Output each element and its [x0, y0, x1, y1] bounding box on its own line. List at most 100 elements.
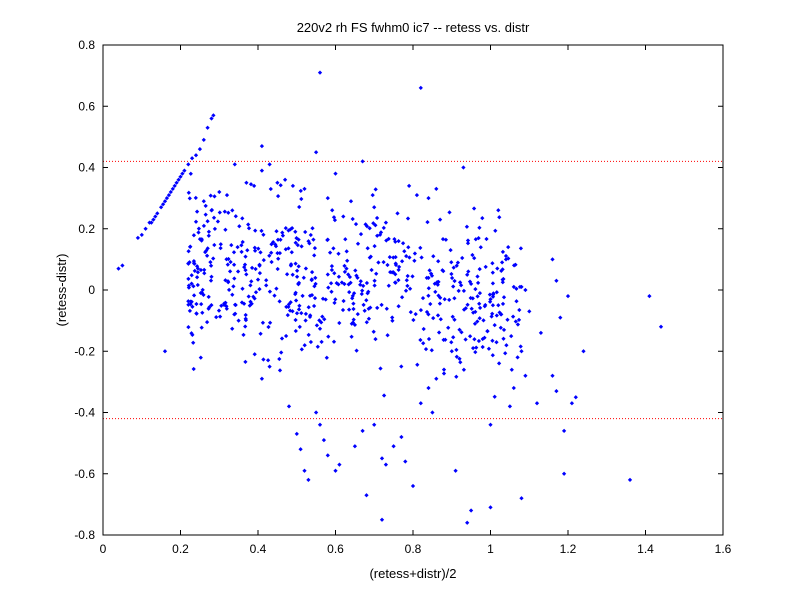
data-point — [287, 308, 293, 313]
data-point — [233, 311, 238, 316]
data-point — [393, 239, 398, 244]
data-point — [217, 189, 222, 195]
data-point — [424, 275, 429, 281]
data-point — [412, 258, 417, 263]
data-point — [493, 228, 498, 233]
data-point — [320, 314, 325, 319]
data-point — [186, 190, 191, 195]
data-point — [249, 265, 255, 271]
x-tick-label: 1.4 — [637, 542, 654, 556]
data-point — [406, 183, 412, 189]
data-point — [224, 192, 230, 198]
data-point — [277, 356, 282, 362]
data-point — [499, 260, 505, 265]
data-point — [518, 344, 523, 349]
data-point — [497, 215, 502, 220]
data-point — [347, 289, 352, 295]
data-point — [345, 258, 350, 263]
data-point — [477, 225, 482, 230]
data-point — [233, 214, 238, 219]
data-point — [226, 287, 232, 293]
data-point — [293, 229, 298, 234]
data-point — [503, 253, 509, 259]
data-point — [363, 222, 368, 227]
data-point — [431, 254, 436, 259]
data-point — [349, 334, 354, 339]
data-point — [227, 269, 233, 274]
data-point — [182, 168, 187, 173]
data-point — [283, 225, 288, 231]
data-point — [205, 125, 210, 130]
data-point — [477, 301, 482, 306]
data-point — [395, 211, 400, 216]
data-point — [208, 278, 214, 283]
data-point — [269, 259, 274, 265]
data-point — [232, 302, 238, 307]
data-point — [366, 316, 372, 321]
data-point — [243, 267, 248, 273]
data-point — [279, 350, 284, 355]
data-point — [418, 401, 423, 406]
data-point — [139, 232, 144, 238]
data-point — [461, 288, 467, 294]
data-point — [215, 219, 221, 224]
data-point — [473, 309, 478, 315]
data-point — [362, 308, 367, 313]
data-point — [490, 303, 496, 308]
data-point — [509, 367, 514, 372]
data-point — [212, 194, 217, 199]
data-point — [365, 246, 370, 251]
data-point — [360, 288, 365, 293]
data-point — [348, 280, 353, 285]
x-tick-label: 0 — [100, 542, 107, 556]
data-point — [231, 262, 237, 267]
data-point — [454, 347, 459, 353]
data-point — [315, 344, 320, 349]
data-point — [358, 279, 363, 284]
data-point — [385, 262, 390, 268]
data-point — [411, 317, 416, 323]
data-point — [275, 193, 281, 199]
data-point — [451, 284, 456, 289]
data-point — [243, 312, 248, 318]
data-point — [471, 206, 477, 211]
data-point — [277, 368, 283, 373]
data-point — [267, 253, 272, 258]
data-point — [218, 242, 223, 247]
data-point — [515, 355, 520, 360]
data-point — [341, 298, 346, 304]
data-point — [188, 171, 193, 176]
data-point — [378, 366, 383, 371]
data-point — [192, 261, 197, 266]
data-point — [446, 325, 451, 330]
data-point — [217, 210, 222, 215]
data-point — [426, 293, 431, 298]
data-point — [487, 292, 493, 297]
data-point — [257, 270, 263, 276]
data-point — [381, 259, 386, 265]
data-point — [477, 266, 482, 272]
data-point — [267, 162, 272, 167]
data-point — [581, 349, 586, 354]
data-point — [501, 327, 507, 333]
data-point — [306, 477, 311, 483]
data-point — [352, 444, 358, 449]
x-axis-label: (retess+distr)/2 — [369, 566, 456, 581]
data-point — [329, 289, 334, 294]
data-point — [490, 338, 495, 343]
data-point — [276, 256, 281, 261]
data-point — [361, 302, 366, 308]
data-point — [408, 309, 413, 315]
y-tick-label: 0.4 — [78, 161, 95, 175]
data-point — [325, 272, 330, 277]
data-point — [209, 207, 215, 213]
data-point — [402, 249, 407, 254]
data-point — [399, 434, 404, 440]
data-point — [266, 324, 271, 330]
data-point — [195, 282, 200, 288]
data-point — [527, 309, 532, 314]
data-point — [286, 246, 291, 251]
data-point — [293, 240, 298, 245]
data-point — [391, 270, 396, 275]
data-point — [290, 183, 296, 189]
